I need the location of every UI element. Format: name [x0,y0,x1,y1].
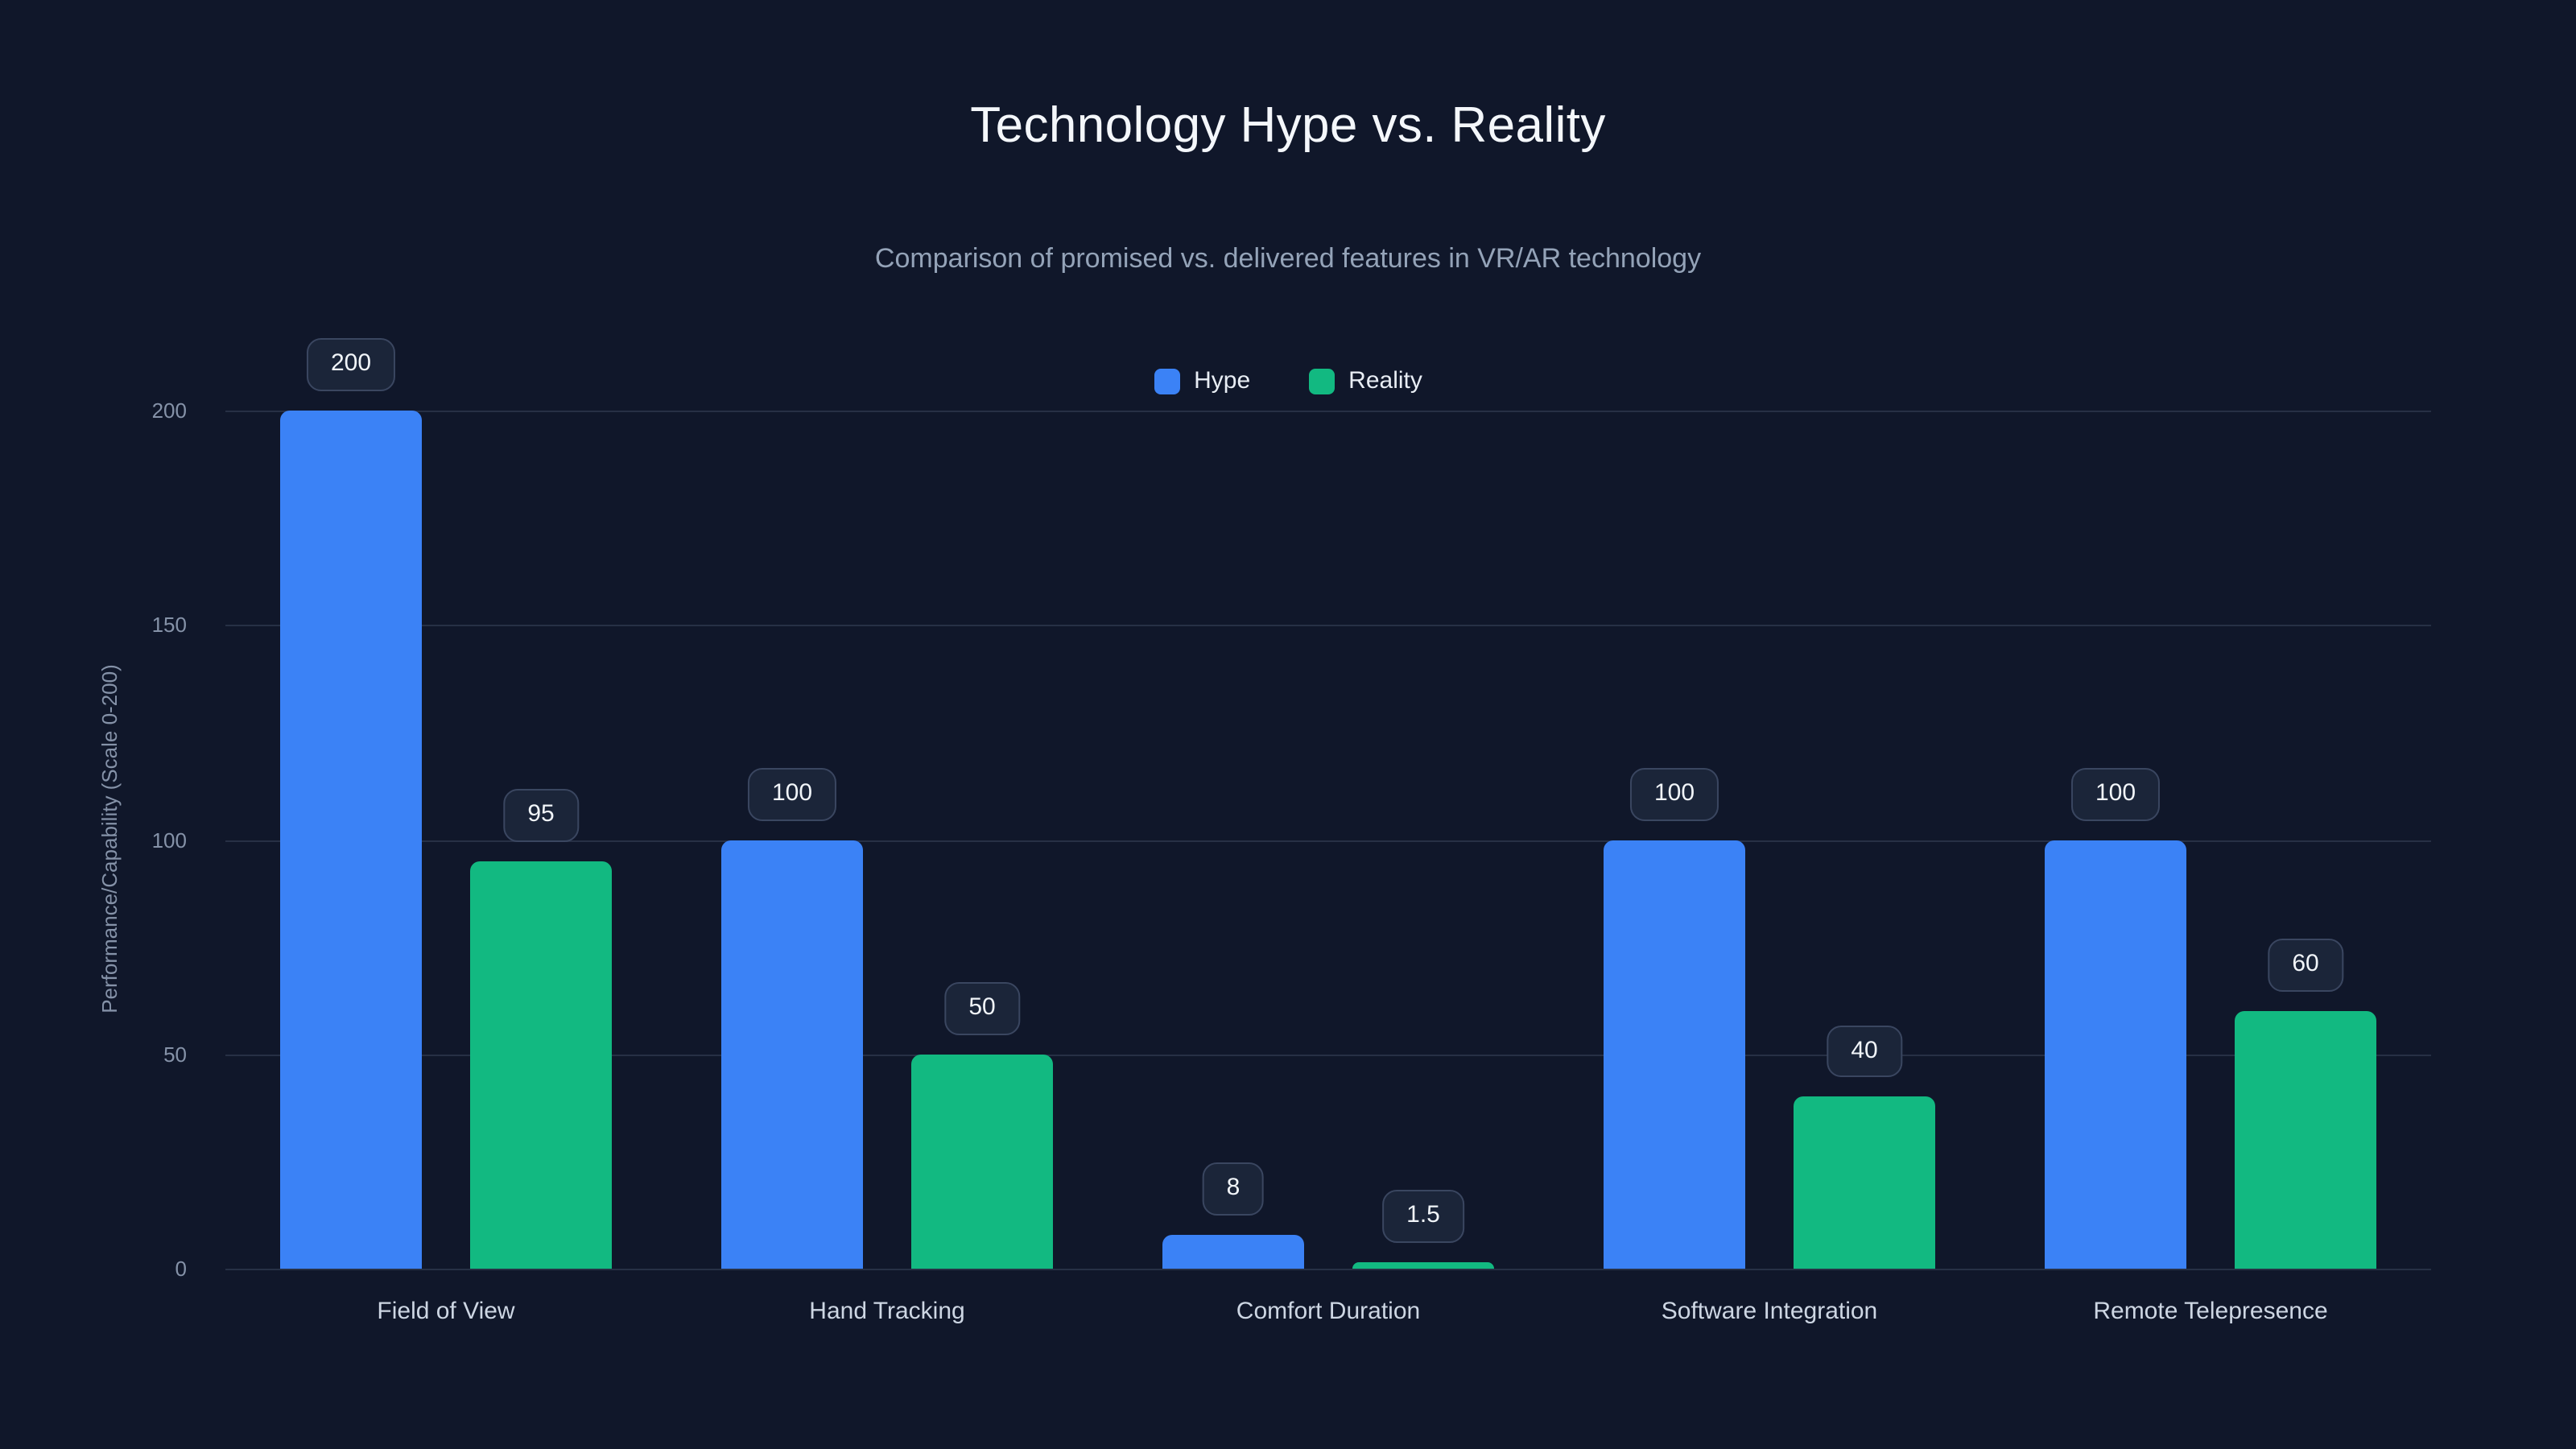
legend-label: Reality [1348,367,1422,394]
bar-hype-hand-tracking [721,840,863,1269]
bar-reality-hand-tracking [911,1054,1053,1269]
value-label-hype-software-integration: 100 [1629,767,1719,820]
legend-swatch [1154,368,1180,394]
gridline-100 [225,840,2431,841]
y-tick-label-50: 50 [163,1042,187,1067]
bar-reality-remote-telepresence [2235,1011,2376,1269]
value-label-hype-hand-tracking: 100 [747,767,837,820]
bar-hype-remote-telepresence [2045,840,2186,1269]
value-label-hype-field-of-view: 200 [306,338,396,391]
value-label-reality-software-integration: 40 [1827,1025,1902,1078]
bar-hype-comfort-duration [1162,1234,1304,1269]
bar-hype-field-of-view [280,411,422,1269]
legend-label: Hype [1194,367,1251,394]
legend: Hype Reality [0,367,2576,394]
value-label-hype-remote-telepresence: 100 [2070,767,2161,820]
y-tick-label-200: 200 [151,398,187,423]
chart-subtitle: Comparison of promised vs. delivered fea… [874,243,1702,274]
y-tick-label-100: 100 [151,828,187,852]
bar-reality-field-of-view [470,861,612,1269]
value-label-reality-field-of-view: 95 [503,789,579,842]
legend-item-hype[interactable]: Hype [1154,367,1250,394]
x-axis-labels: Field of View Hand Tracking Comfort Durati… [225,1298,2431,1346]
value-label-reality-hand-tracking: 50 [944,982,1020,1035]
category-label-comfort-duration: Comfort Duration [1236,1298,1421,1325]
bar-reality-software-integration [1794,1096,1935,1269]
legend-swatch [1308,368,1335,394]
value-label-hype-comfort-duration: 8 [1202,1162,1265,1216]
y-axis-ticks: 200 150 100 50 0 [0,398,206,1281]
category-label-field-of-view: Field of View [377,1298,515,1325]
y-tick-label-150: 150 [151,613,187,638]
plot-area: 200 95 100 50 8 1.5 100 40 100 60 [225,338,2431,1270]
bar-reality-comfort-duration [1352,1262,1494,1269]
category-label-hand-tracking: Hand Tracking [809,1298,965,1325]
gridline-150 [225,625,2431,627]
gridline-0 [225,1269,2431,1270]
category-label-remote-telepresence: Remote Telepresence [2093,1298,2328,1325]
y-tick-label-0: 0 [175,1257,187,1281]
legend-item-reality[interactable]: Reality [1308,367,1422,394]
bar-hype-software-integration [1604,840,1745,1269]
category-label-software-integration: Software Integration [1661,1298,1878,1325]
gridline-50 [225,1054,2431,1056]
gridline-200 [225,411,2431,412]
chart-title: Technology Hype vs. Reality [970,97,1606,153]
value-label-reality-comfort-duration: 1.5 [1382,1190,1464,1244]
value-label-reality-remote-telepresence: 60 [2268,939,2343,993]
